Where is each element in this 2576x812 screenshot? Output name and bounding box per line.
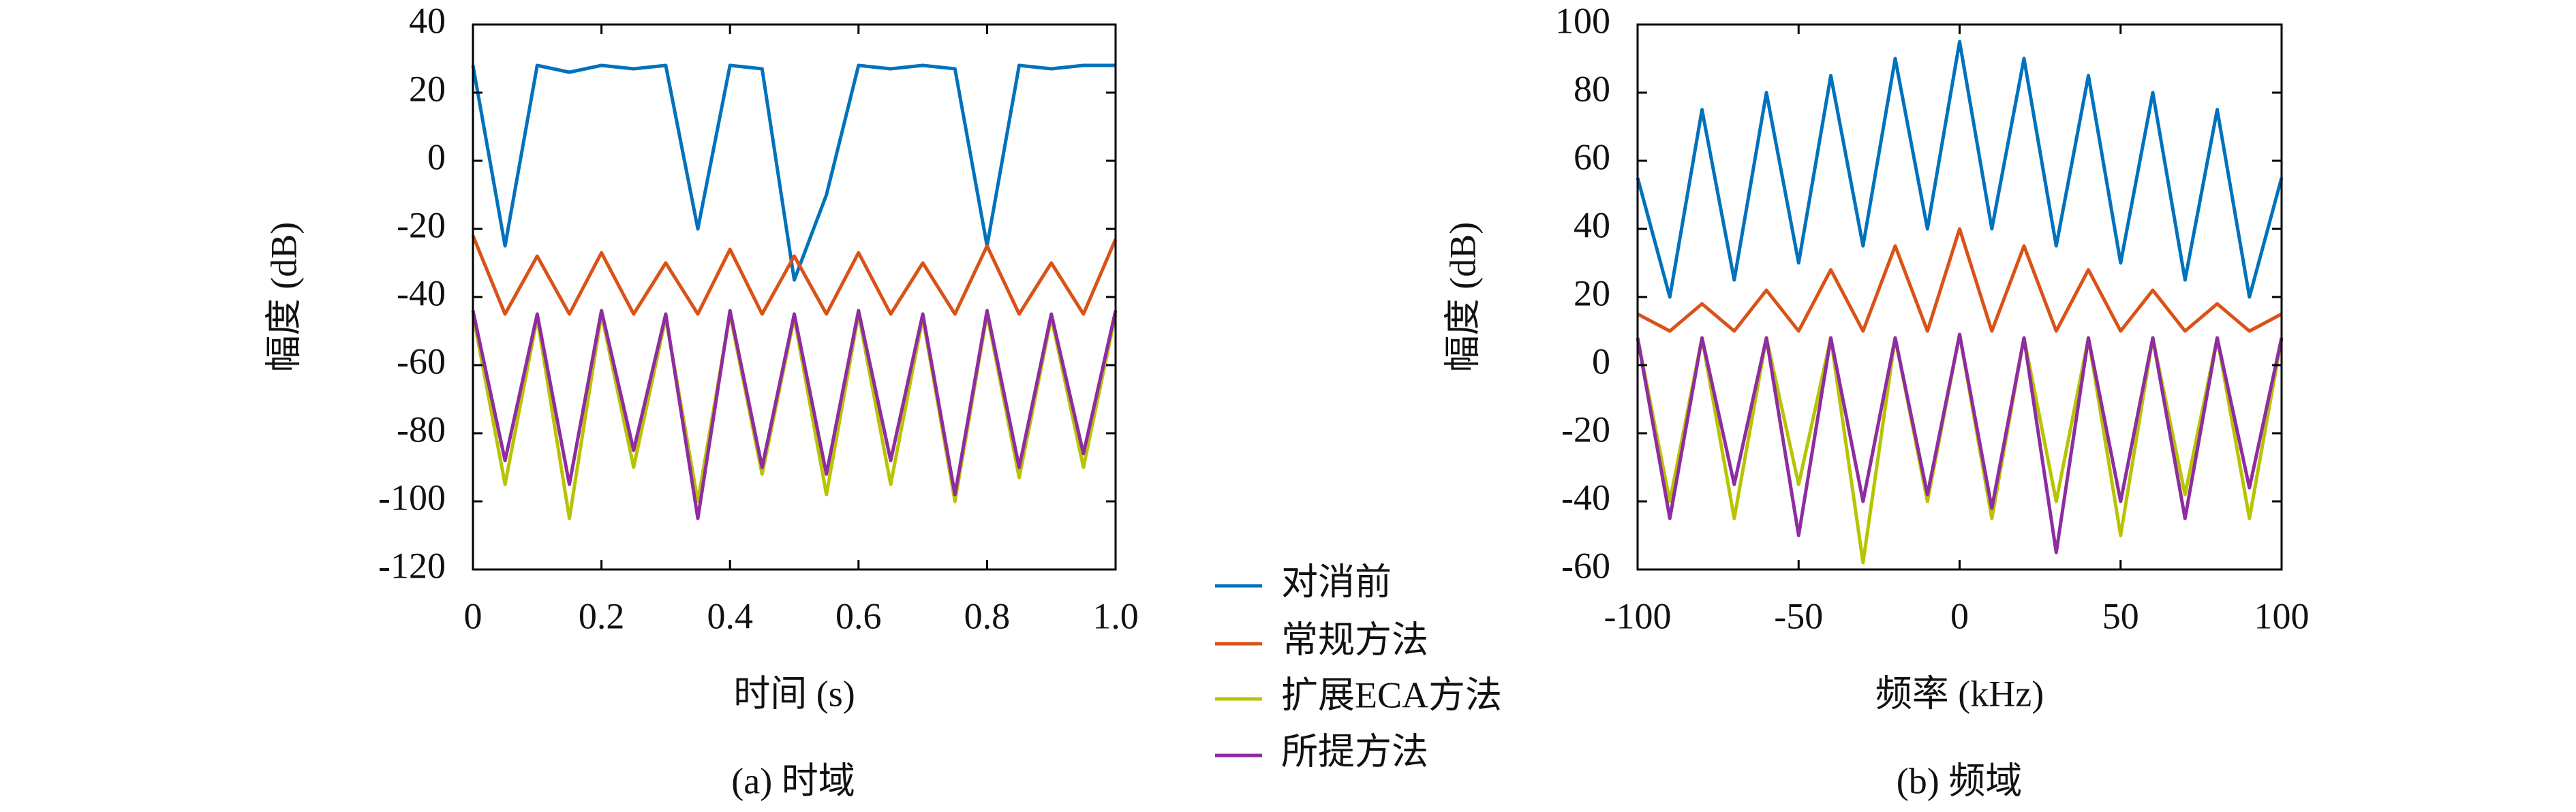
y-axis-label: 幅度 (dB) [1442,222,1483,372]
caption: (b) 频域 [1897,760,2022,801]
y-tick-label: -40 [397,272,446,313]
series-line [471,312,1118,520]
x-tick-label: 0.6 [835,595,882,636]
x-tick-label: 0 [1950,595,1969,636]
y-tick-label: -120 [378,545,446,586]
y-tick-label: 20 [1574,272,1610,313]
axes-frame [472,23,1117,571]
y-tick-label: 40 [409,0,446,41]
y-tick-label: 80 [1574,68,1610,109]
x-tick-label: -50 [1774,595,1823,636]
y-tick-label: -60 [1561,545,1610,586]
x-tick-label: 1.0 [1092,595,1139,636]
y-tick-label: -40 [1561,477,1610,518]
legend-label: 扩展ECA方法 [1281,674,1502,715]
y-tick-label: -100 [378,477,446,518]
series-line [1636,227,2283,333]
series-line [1636,332,2284,565]
legend-label: 对消前 [1281,561,1392,602]
x-tick-label: 0.2 [579,595,625,636]
series-line [1636,40,2284,299]
x-tick-label: -100 [1604,595,1672,636]
x-tick-label: 0.4 [707,595,753,636]
y-axis-label: 幅度 (dB) [263,222,304,372]
series-line [1636,332,2284,555]
x-tick-label: 0 [464,595,482,636]
y-tick-label: -80 [397,409,446,450]
legend-label: 常规方法 [1281,619,1428,660]
y-tick-label: 20 [409,68,446,109]
legend-label: 所提方法 [1281,731,1428,772]
x-axis-label: 时间 (s) [733,673,855,714]
y-tick-label: -20 [1561,409,1610,450]
y-tick-label: 40 [1574,204,1610,245]
y-tick-label: -20 [397,204,446,245]
y-tick-label: 0 [427,136,446,177]
series-line [471,63,1116,282]
series-line [471,309,1118,520]
x-axis-label: 频率 (kHz) [1875,673,2044,714]
series-line [471,235,1118,316]
y-tick-label: 0 [1592,341,1610,381]
y-tick-label: -60 [397,341,446,381]
y-tick-label: 100 [1555,0,1610,41]
y-tick-label: 60 [1574,136,1610,177]
x-tick-label: 0.8 [964,595,1011,636]
x-tick-label: 50 [2102,595,2139,636]
caption: (a) 时域 [731,760,855,801]
x-tick-label: 100 [2254,595,2310,636]
